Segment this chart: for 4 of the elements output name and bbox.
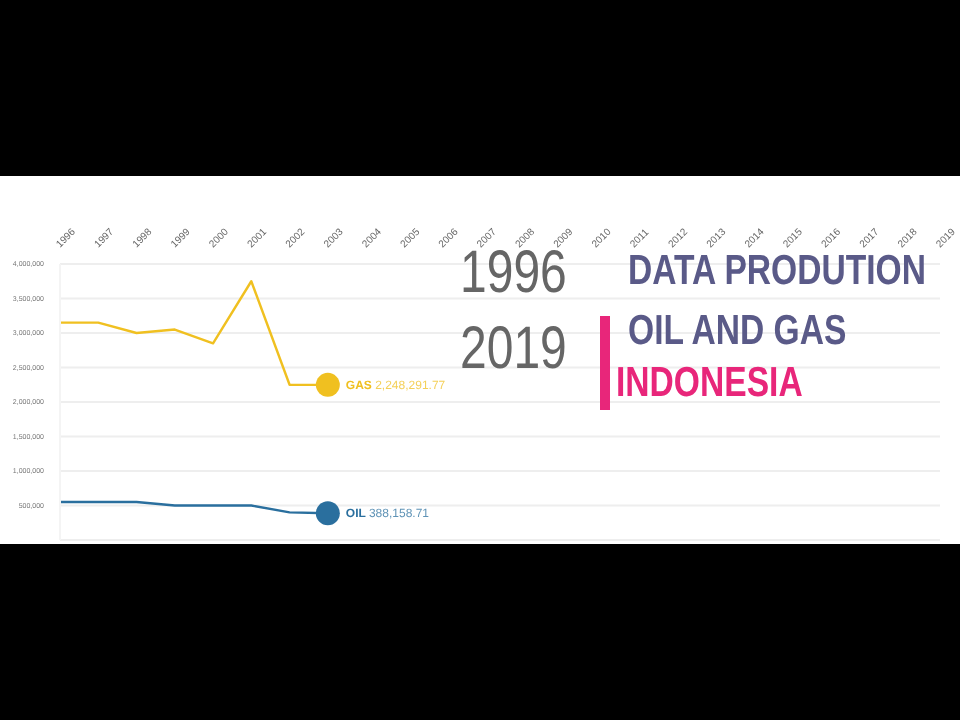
chart-title: DATA PRODUTION	[628, 248, 927, 296]
annotation: INDONESIA	[616, 360, 803, 408]
text: OIL AND GAS	[628, 308, 847, 356]
annotation: 2019	[460, 316, 567, 384]
